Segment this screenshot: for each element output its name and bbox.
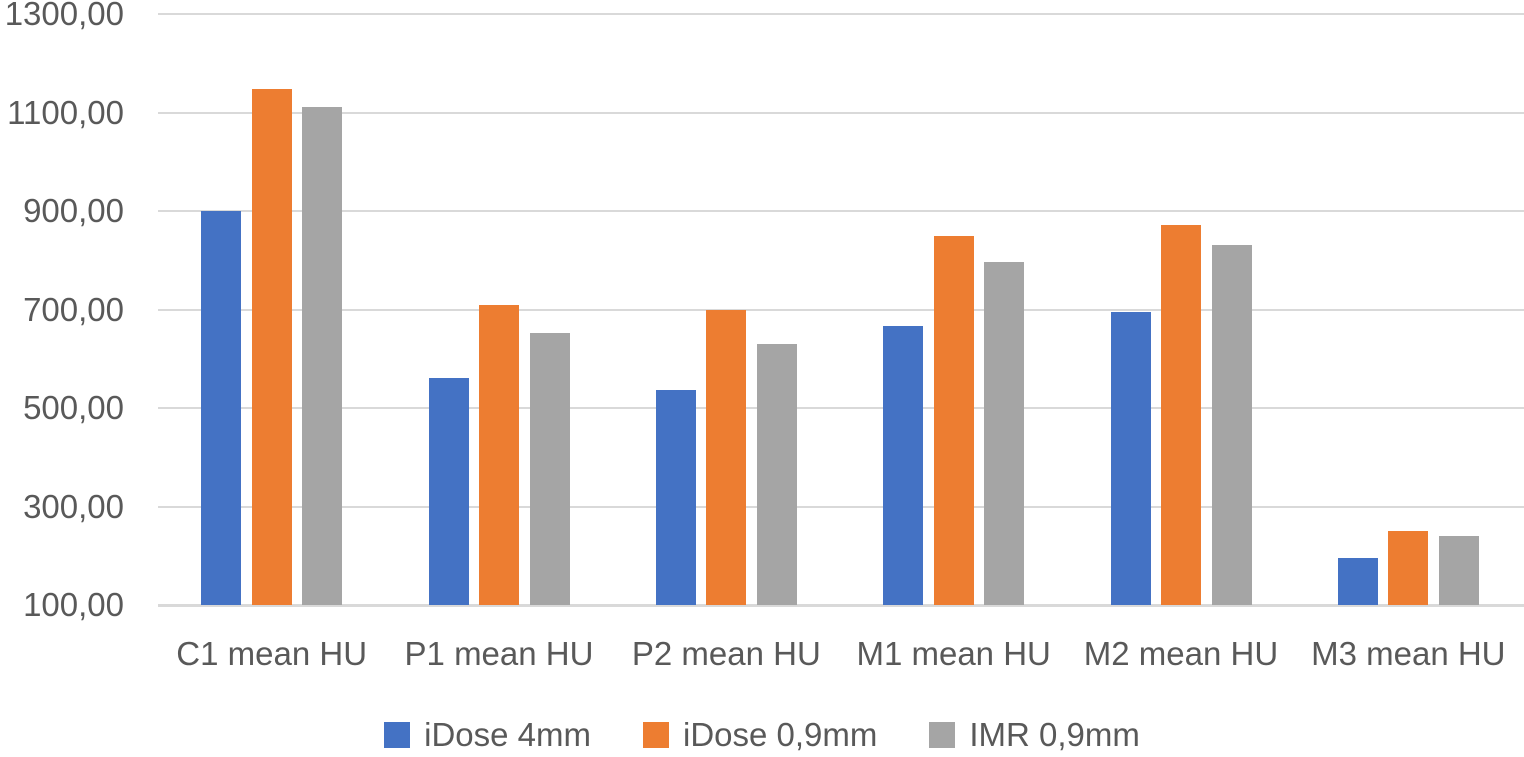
- legend-swatch-idose-4mm: [384, 721, 411, 748]
- bar-idose-4mm-m3-mean-hu: [1337, 558, 1378, 605]
- legend: iDose 4mm iDose 0,9mm IMR 0,9mm: [0, 712, 1524, 757]
- legend-label-imr-0-9mm: IMR 0,9mm: [969, 715, 1140, 753]
- y-tick-label-100: 100,00: [23, 586, 124, 623]
- legend-item-idose-4mm: iDose 4mm: [384, 716, 591, 754]
- legend-label-idose-4mm: iDose 4mm: [424, 715, 591, 753]
- bar-idose-4mm-p1-mean-hu: [428, 378, 469, 605]
- bar-imr-0-9mm-m1-mean-hu: [984, 261, 1025, 605]
- bar-idose-4mm-m1-mean-hu: [883, 326, 924, 605]
- bar-idose-0-9mm-p1-mean-hu: [479, 304, 519, 605]
- bar-imr-0-9mm-m3-mean-hu: [1438, 535, 1479, 605]
- bar-idose-4mm-c1-mean-hu: [201, 211, 242, 605]
- gridline-900: [158, 210, 1524, 212]
- legend-label-idose-0-9mm: iDose 0,9mm: [682, 715, 878, 753]
- bar-imr-0-9mm-p2-mean-hu: [756, 343, 797, 605]
- x-axis-label-m2-mean-hu: M2 mean HU: [1083, 635, 1279, 672]
- bar-imr-0-9mm-p1-mean-hu: [529, 333, 570, 605]
- bar-idose-0-9mm-p2-mean-hu: [706, 309, 747, 605]
- x-axis-label-c1-mean-hu: C1 mean HU: [176, 635, 368, 672]
- legend-swatch-idose-0-9mm: [642, 721, 669, 748]
- bar-idose-0-9mm-c1-mean-hu: [251, 89, 292, 605]
- y-tick-label-900: 900,00: [23, 192, 124, 229]
- bar-imr-0-9mm-m2-mean-hu: [1211, 245, 1252, 605]
- gridline-500: [158, 407, 1524, 409]
- y-tick-label-300: 300,00: [23, 487, 124, 525]
- y-tick-label-1100: 1100,00: [7, 93, 124, 131]
- bar-idose-0-9mm-m2-mean-hu: [1161, 225, 1201, 605]
- bar-idose-4mm-p2-mean-hu: [655, 389, 696, 605]
- gridline-100: [158, 604, 1524, 607]
- y-tick-label-500: 500,00: [23, 389, 124, 426]
- gridline-700: [158, 308, 1524, 311]
- legend-swatch-imr-0-9mm: [929, 721, 956, 748]
- x-axis-label-m1-mean-hu: M1 mean HU: [856, 635, 1051, 672]
- y-tick-label-1300: 1300,00: [4, 0, 124, 32]
- bar-idose-0-9mm-m1-mean-hu: [933, 235, 974, 605]
- gridline-1100: [158, 111, 1524, 114]
- x-axis-label-p2-mean-hu: P2 mean HU: [631, 635, 821, 672]
- gridline-1300: [158, 13, 1524, 15]
- bar-idose-0-9mm-m3-mean-hu: [1388, 530, 1429, 605]
- gridline-300: [158, 505, 1524, 508]
- legend-item-imr-0-9mm: IMR 0,9mm: [929, 716, 1140, 754]
- bar-imr-0-9mm-c1-mean-hu: [302, 106, 343, 605]
- bar-idose-4mm-m2-mean-hu: [1110, 311, 1151, 605]
- x-axis-label-m3-mean-hu: M3 mean HU: [1311, 635, 1506, 672]
- legend-item-idose-0-9mm: iDose 0,9mm: [642, 715, 878, 754]
- x-axis-label-p1-mean-hu: P1 mean HU: [404, 635, 594, 672]
- y-tick-label-700: 700,00: [23, 290, 124, 328]
